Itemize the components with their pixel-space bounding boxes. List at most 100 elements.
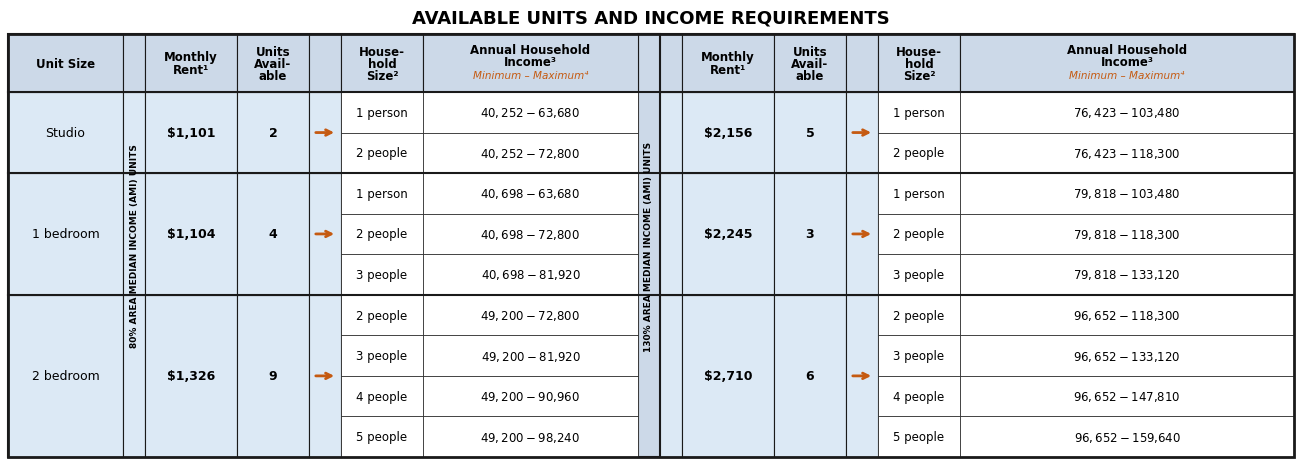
Bar bbox=[682, 174, 773, 295]
Text: Avail-: Avail- bbox=[792, 57, 828, 70]
Text: $40,698 - $81,920: $40,698 - $81,920 bbox=[480, 268, 581, 282]
Text: hold: hold bbox=[367, 57, 396, 70]
Bar bbox=[237, 174, 309, 295]
Text: $40,252 - $63,680: $40,252 - $63,680 bbox=[480, 106, 581, 120]
Text: $96,652 - $159,640: $96,652 - $159,640 bbox=[1074, 430, 1181, 444]
Text: 2 people: 2 people bbox=[893, 147, 945, 160]
Bar bbox=[341, 35, 423, 93]
Bar bbox=[660, 174, 682, 295]
Bar bbox=[960, 214, 1294, 255]
Text: $79,818 - $118,300: $79,818 - $118,300 bbox=[1073, 227, 1181, 241]
Bar bbox=[773, 93, 846, 174]
Bar bbox=[878, 93, 960, 133]
Text: 2 people: 2 people bbox=[357, 309, 408, 322]
Bar bbox=[960, 174, 1294, 214]
Text: 1 person: 1 person bbox=[893, 106, 945, 119]
Bar bbox=[8, 93, 122, 174]
Text: 2 people: 2 people bbox=[893, 309, 945, 322]
Bar bbox=[309, 295, 341, 457]
Bar bbox=[341, 376, 423, 417]
Text: $96,652 - $147,810: $96,652 - $147,810 bbox=[1073, 389, 1181, 403]
Text: Income³: Income³ bbox=[504, 56, 557, 69]
Text: Avail-: Avail- bbox=[254, 57, 292, 70]
Bar bbox=[878, 255, 960, 295]
Text: Monthly: Monthly bbox=[700, 51, 755, 64]
Bar bbox=[682, 93, 773, 174]
Text: 5 people: 5 people bbox=[893, 430, 944, 443]
Text: 4 people: 4 people bbox=[893, 390, 945, 403]
Bar bbox=[846, 174, 878, 295]
Bar bbox=[773, 35, 846, 93]
Bar bbox=[878, 174, 960, 214]
Text: Size²: Size² bbox=[366, 70, 398, 83]
Bar bbox=[145, 174, 237, 295]
Text: 9: 9 bbox=[268, 369, 277, 382]
Text: 80% AREA MEDIAN INCOME (AMI) UNITS: 80% AREA MEDIAN INCOME (AMI) UNITS bbox=[129, 144, 138, 348]
Bar bbox=[423, 93, 638, 133]
Text: House-: House- bbox=[896, 45, 943, 58]
Bar bbox=[878, 336, 960, 376]
Bar bbox=[960, 133, 1294, 174]
Text: Annual Household: Annual Household bbox=[470, 44, 591, 57]
Text: Minimum – Maximum⁴: Minimum – Maximum⁴ bbox=[1069, 71, 1185, 81]
Text: Size²: Size² bbox=[902, 70, 935, 83]
Text: Monthly: Monthly bbox=[164, 51, 217, 64]
Text: $76,423 - $103,480: $76,423 - $103,480 bbox=[1073, 106, 1181, 120]
Text: AVAILABLE UNITS AND INCOME REQUIREMENTS: AVAILABLE UNITS AND INCOME REQUIREMENTS bbox=[413, 9, 889, 27]
Text: 2: 2 bbox=[268, 127, 277, 140]
Text: Units: Units bbox=[793, 45, 827, 58]
Text: 2 people: 2 people bbox=[357, 228, 408, 241]
Text: $40,698 - $72,800: $40,698 - $72,800 bbox=[480, 227, 581, 241]
Text: Rent¹: Rent¹ bbox=[173, 64, 210, 77]
Bar bbox=[960, 255, 1294, 295]
Bar bbox=[237, 35, 309, 93]
Text: able: able bbox=[796, 70, 824, 83]
Bar bbox=[237, 295, 309, 457]
Text: Income³: Income³ bbox=[1100, 56, 1154, 69]
Text: 3 people: 3 people bbox=[893, 350, 944, 363]
Bar bbox=[960, 376, 1294, 417]
Bar bbox=[960, 336, 1294, 376]
Text: $1,104: $1,104 bbox=[167, 228, 215, 241]
Bar bbox=[878, 295, 960, 336]
Text: $49,200 - $72,800: $49,200 - $72,800 bbox=[480, 308, 581, 322]
Bar bbox=[423, 35, 638, 93]
Text: $76,423 - $118,300: $76,423 - $118,300 bbox=[1073, 146, 1181, 161]
Text: $1,101: $1,101 bbox=[167, 127, 215, 140]
Bar bbox=[341, 336, 423, 376]
Bar bbox=[682, 295, 773, 457]
Bar bbox=[145, 295, 237, 457]
Bar bbox=[878, 376, 960, 417]
Bar bbox=[846, 35, 878, 93]
Bar bbox=[341, 255, 423, 295]
Bar bbox=[423, 133, 638, 174]
Bar bbox=[773, 295, 846, 457]
Bar bbox=[8, 35, 122, 93]
Text: Minimum – Maximum⁴: Minimum – Maximum⁴ bbox=[473, 71, 589, 81]
Text: $2,245: $2,245 bbox=[704, 228, 753, 241]
Text: 3 people: 3 people bbox=[357, 269, 408, 282]
Bar bbox=[773, 174, 846, 295]
Bar bbox=[423, 214, 638, 255]
Text: 5: 5 bbox=[806, 127, 814, 140]
Bar bbox=[423, 295, 638, 336]
Bar bbox=[878, 35, 960, 93]
Text: 1 person: 1 person bbox=[893, 188, 945, 200]
Bar bbox=[878, 417, 960, 457]
Bar bbox=[960, 295, 1294, 336]
Bar bbox=[960, 35, 1294, 93]
Text: $49,200 - $81,920: $49,200 - $81,920 bbox=[480, 349, 581, 363]
Bar bbox=[341, 214, 423, 255]
Bar bbox=[682, 35, 773, 93]
Text: $79,818 - $133,120: $79,818 - $133,120 bbox=[1073, 268, 1181, 282]
Bar bbox=[660, 93, 682, 174]
Bar bbox=[8, 174, 122, 295]
Bar bbox=[341, 174, 423, 214]
Bar bbox=[423, 417, 638, 457]
Bar bbox=[341, 417, 423, 457]
Text: Unit Size: Unit Size bbox=[36, 57, 95, 70]
Text: $2,156: $2,156 bbox=[704, 127, 753, 140]
Text: $49,200 - $98,240: $49,200 - $98,240 bbox=[480, 430, 581, 444]
Text: 5 people: 5 people bbox=[357, 430, 408, 443]
Text: $40,698 - $63,680: $40,698 - $63,680 bbox=[480, 187, 581, 201]
